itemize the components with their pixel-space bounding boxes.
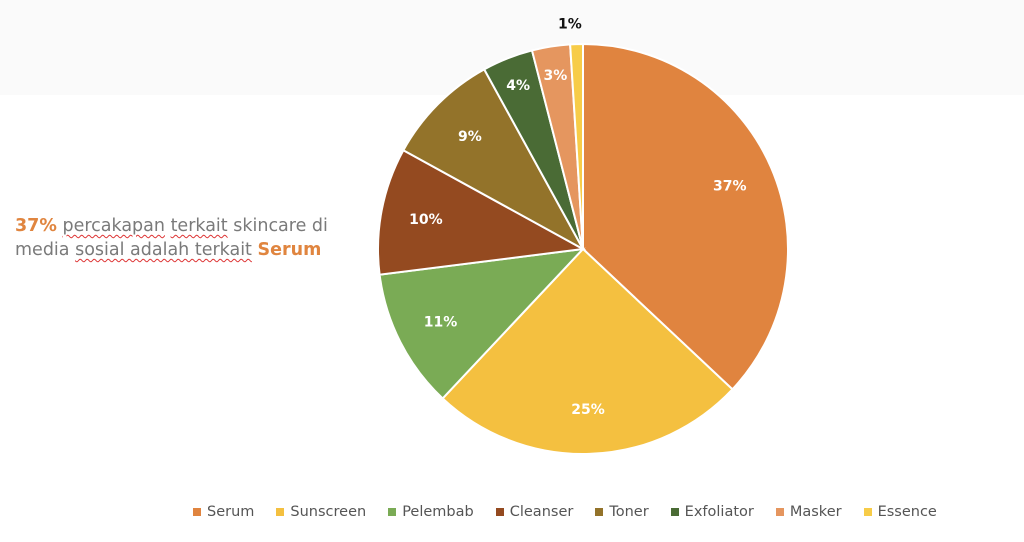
chart-legend: Serum Sunscreen Pelembab Cleanser Toner Exfol… — [193, 504, 959, 520]
legend-item-essence: Essence — [863, 504, 937, 520]
legend-swatch-icon — [495, 508, 504, 516]
legend-label: Exfoliator — [684, 504, 754, 520]
legend-item-exfoliator: Exfoliator — [670, 504, 754, 520]
pie-label-cleanser: 10% — [409, 212, 443, 228]
pie-label-serum: 37% — [713, 178, 747, 194]
pie-label-essence: 1% — [558, 17, 582, 33]
caption-highlight-word: Serum — [257, 240, 322, 260]
legend-label: Toner — [609, 504, 649, 520]
pie-label-masker: 3% — [544, 68, 568, 84]
pie-label-sunscreen: 25% — [571, 402, 605, 418]
legend-label: Masker — [789, 504, 842, 520]
legend-label: Cleanser — [509, 504, 574, 520]
caption-highlight-percent: 37% — [15, 216, 57, 236]
pie-label-pelembab: 11% — [424, 315, 458, 331]
legend-swatch-icon — [670, 508, 679, 516]
pie-slice-essence — [569, 42, 584, 250]
pie-slice-pelembab — [378, 247, 586, 400]
legend-item-masker: Masker — [775, 504, 842, 520]
caption-text: terkait — [170, 216, 228, 236]
legend-item-serum: Serum — [193, 504, 254, 520]
legend-swatch-icon — [388, 508, 397, 516]
pie-slice-serum — [582, 42, 789, 391]
legend-label: Essence — [877, 504, 937, 520]
legend-swatch-icon — [863, 508, 872, 516]
insight-caption: 37% percakapan terkait skincare di media… — [15, 214, 355, 262]
legend-item-sunscreen: Sunscreen — [276, 504, 366, 520]
pie-slice-cleanser — [377, 148, 587, 276]
legend-item-toner: Toner — [595, 504, 649, 520]
pie-label-toner: 9% — [458, 129, 482, 145]
legend-item-pelembab: Pelembab — [388, 504, 474, 520]
legend-label: Pelembab — [402, 504, 474, 520]
caption-text: percakapan — [62, 216, 165, 236]
legend-item-cleanser: Cleanser — [495, 504, 574, 520]
legend-swatch-icon — [595, 508, 604, 516]
legend-swatch-icon — [193, 508, 201, 516]
legend-swatch-icon — [775, 508, 784, 516]
caption-text: skincare di media — [15, 216, 328, 260]
legend-label: Serum — [207, 504, 255, 520]
pie-slice-toner — [401, 67, 586, 252]
legend-label: Sunscreen — [290, 504, 367, 520]
pie-label-exfoliator: 4% — [506, 78, 530, 94]
pie-slice-sunscreen — [441, 247, 734, 455]
legend-swatch-icon — [276, 508, 285, 516]
caption-text: sosial adalah terkait — [75, 240, 252, 260]
